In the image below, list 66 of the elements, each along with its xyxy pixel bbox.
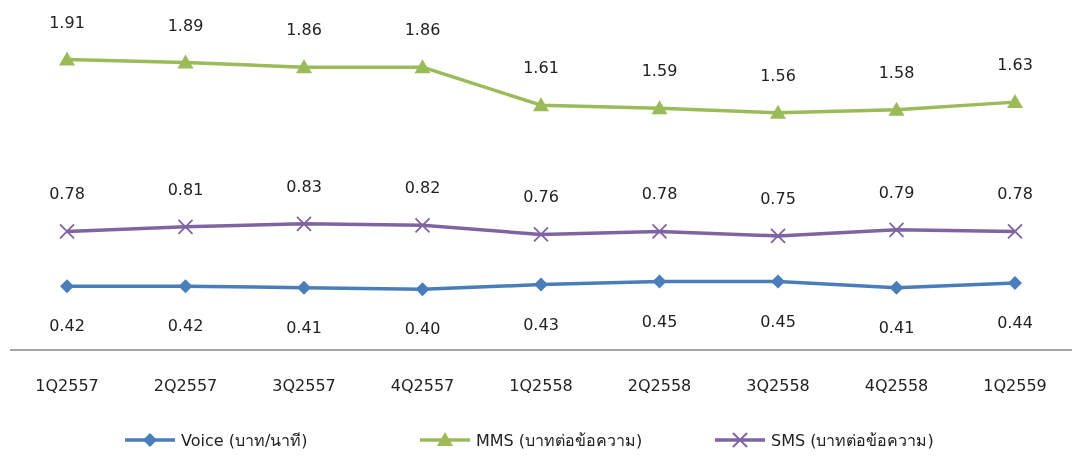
point <box>415 282 430 297</box>
data-label: 0.82 <box>404 178 441 198</box>
point <box>177 218 194 235</box>
data-label: 0.79 <box>878 182 915 202</box>
x-tick-label: 3Q2557 <box>272 376 336 395</box>
data-label: 1.56 <box>760 65 796 85</box>
legend-label: MMS (บาทต่อข้อความ) <box>476 431 643 450</box>
point <box>414 59 431 74</box>
point <box>178 279 193 294</box>
point <box>296 215 312 232</box>
point <box>533 226 549 243</box>
point <box>1008 276 1022 291</box>
point <box>771 274 785 289</box>
data-label: 1.63 <box>997 55 1033 75</box>
data-label: 0.78 <box>641 184 678 204</box>
data-label: 0.42 <box>167 316 204 336</box>
data-label: 0.78 <box>997 184 1033 204</box>
point <box>651 223 668 240</box>
x-tick-label: 1Q2559 <box>983 376 1047 395</box>
point <box>414 217 431 234</box>
data-label: 0.81 <box>167 179 204 199</box>
x-tick-label: 4Q2558 <box>864 376 929 395</box>
point <box>59 223 75 240</box>
point <box>297 280 311 295</box>
point <box>652 274 667 289</box>
point <box>1007 223 1023 240</box>
data-label: 0.44 <box>997 313 1033 333</box>
point <box>534 277 548 292</box>
data-label: 1.89 <box>167 15 204 35</box>
data-label: 1.61 <box>523 58 559 78</box>
data-label: 1.91 <box>49 12 85 32</box>
point <box>533 97 549 112</box>
point <box>770 228 786 244</box>
legend-label: SMS (บาทต่อข้อความ) <box>771 431 934 450</box>
x-tick-label: 1Q2557 <box>35 376 99 395</box>
point <box>770 104 786 119</box>
data-label: 0.40 <box>404 319 441 339</box>
data-label: 0.41 <box>878 317 915 337</box>
data-label: 0.45 <box>641 311 678 331</box>
point <box>651 100 668 115</box>
data-label: 0.75 <box>760 188 796 208</box>
point <box>888 101 905 116</box>
data-label: 0.76 <box>523 187 559 207</box>
point <box>1007 94 1023 109</box>
data-label: 1.86 <box>404 20 441 40</box>
data-label: 1.59 <box>641 61 678 81</box>
x-tick-label: 4Q2557 <box>390 376 455 395</box>
point <box>888 221 905 238</box>
x-tick-label: 2Q2558 <box>627 376 692 395</box>
point <box>177 54 194 69</box>
x-tick-label: 2Q2557 <box>153 376 218 395</box>
point <box>59 51 75 66</box>
data-label: 0.78 <box>49 184 85 204</box>
data-label: 0.42 <box>49 316 85 336</box>
data-label: 0.43 <box>523 314 559 334</box>
legend-label: Voice (บาท/นาที) <box>181 431 308 450</box>
x-tick-label: 1Q2558 <box>509 376 573 395</box>
x-tick-label: 3Q2558 <box>746 376 810 395</box>
point <box>60 279 74 294</box>
point <box>296 59 312 74</box>
data-label: 0.45 <box>760 311 796 331</box>
data-label: 1.58 <box>878 62 915 82</box>
data-label: 0.83 <box>286 176 322 196</box>
data-label: 0.41 <box>286 317 322 337</box>
data-label: 1.86 <box>286 20 322 40</box>
point <box>889 280 904 295</box>
